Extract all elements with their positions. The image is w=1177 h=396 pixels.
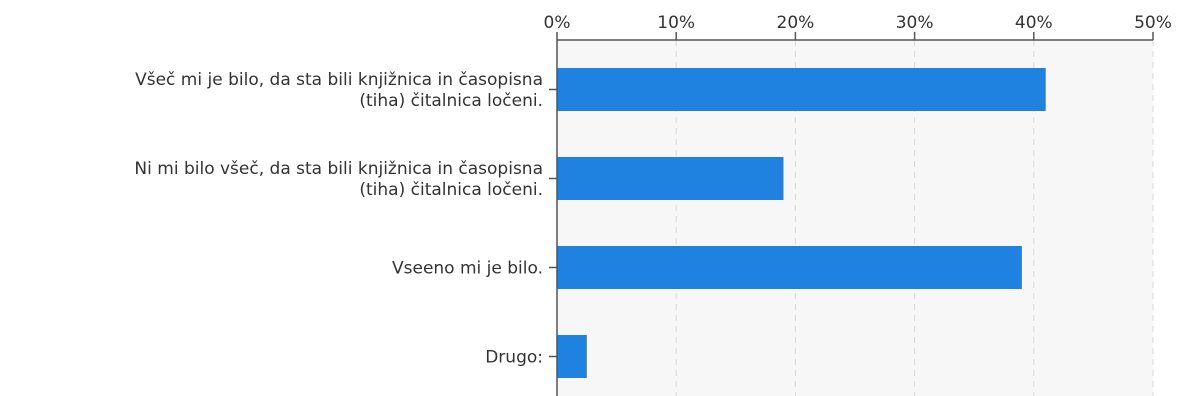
category-label: Vseeno mi je bilo. bbox=[392, 259, 543, 279]
category-label-line: Ni mi bilo všeč, da sta bili knjižnica i… bbox=[134, 159, 543, 179]
category-label: Všeč mi je bilo, da sta bili knjižnica i… bbox=[135, 70, 543, 111]
category-label: Ni mi bilo všeč, da sta bili knjižnica i… bbox=[134, 159, 543, 200]
x-tick-label: 0% bbox=[544, 13, 571, 33]
y-axis bbox=[549, 40, 558, 396]
x-tick-label: 40% bbox=[1015, 13, 1053, 33]
bar bbox=[557, 68, 1046, 111]
bars bbox=[557, 68, 1046, 378]
x-tick-label: 10% bbox=[657, 13, 695, 33]
bar bbox=[557, 157, 784, 200]
bar bbox=[557, 335, 587, 378]
bar bbox=[557, 246, 1022, 289]
category-label-line: Drugo: bbox=[485, 348, 543, 368]
x-tick-label: 20% bbox=[777, 13, 815, 33]
category-label-line: Vseeno mi je bilo. bbox=[392, 259, 543, 279]
category-label-line: (tiha) čitalnica ločeni. bbox=[359, 91, 543, 111]
category-label-line: Všeč mi je bilo, da sta bili knjižnica i… bbox=[135, 70, 543, 90]
category-label: Drugo: bbox=[485, 348, 543, 368]
x-tick-label: 50% bbox=[1134, 13, 1172, 33]
category-labels: Všeč mi je bilo, da sta bili knjižnica i… bbox=[134, 70, 543, 368]
category-label-line: (tiha) čitalnica ločeni. bbox=[359, 180, 543, 200]
x-tick-label: 30% bbox=[896, 13, 934, 33]
x-axis: 0% 10% 20% 30% 40% 50% bbox=[544, 13, 1172, 41]
